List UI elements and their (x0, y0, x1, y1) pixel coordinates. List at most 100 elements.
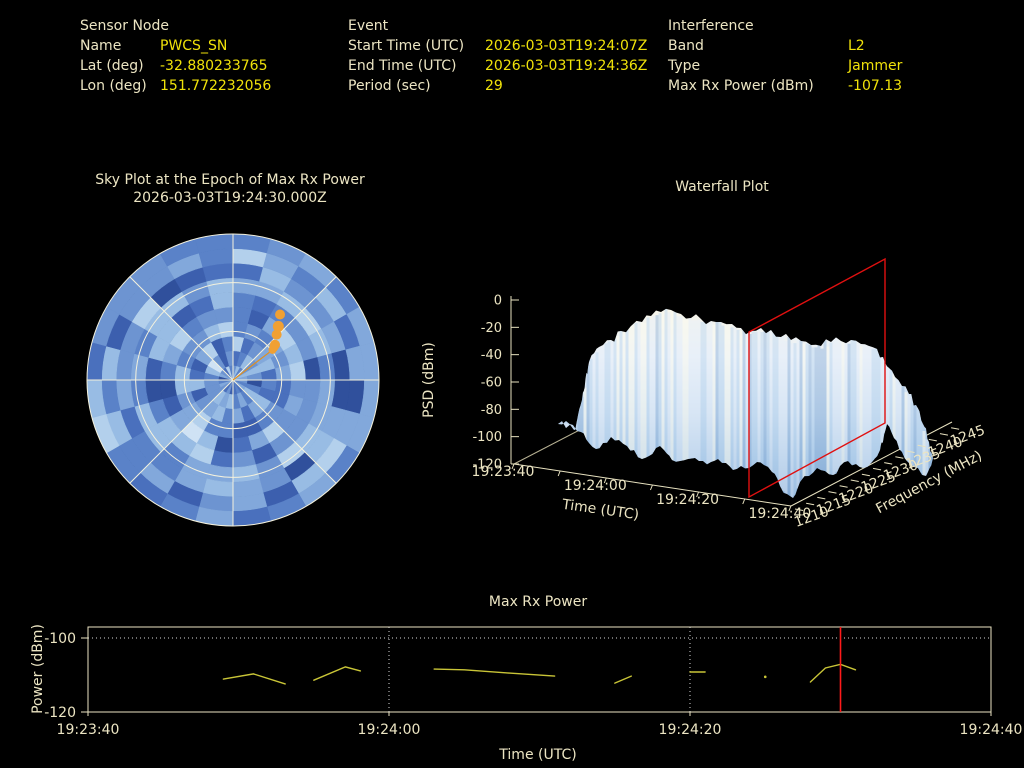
frequency-tick (817, 496, 826, 500)
psd-tick-label: -120 (472, 457, 502, 472)
psd-tick-label: -100 (472, 430, 502, 445)
lat-label: Lat (deg) (80, 58, 144, 74)
waterfall-surface (558, 308, 933, 498)
field-row: Name PWCS_SN (80, 36, 271, 56)
type-label: Type (668, 58, 701, 74)
time-tick-label: 19:24:40 (748, 506, 811, 522)
time-axis-label: Time (UTC) (498, 747, 576, 763)
start-time-value: 2026-03-03T19:24:07Z (485, 38, 648, 54)
power-chart-frame (87, 626, 992, 713)
track-dot (272, 320, 284, 332)
frequency-tick (861, 473, 870, 477)
x-tick-label: 19:24:20 (659, 722, 722, 738)
name-label: Name (80, 38, 122, 54)
end-time-value: 2026-03-03T19:24:36Z (485, 58, 648, 74)
time-tick-label: 19:24:00 (564, 478, 627, 494)
max-rx-power-label: Max Rx Power (dBm) (668, 78, 814, 94)
sensor-node-section: Sensor Node Name PWCS_SN Lat (deg) -32.8… (80, 16, 271, 96)
time-axis-line (513, 463, 792, 507)
interference-section: Interference Band L2 Type Jammer Max Rx … (668, 16, 902, 96)
y-tick-label: -100 (44, 631, 76, 647)
power-axis-label: Power (dBm) (30, 624, 46, 714)
frequency-tick (906, 450, 915, 453)
sensor-node-section-title: Sensor Node (80, 18, 169, 34)
frequency-tick-label: 1245 (948, 422, 987, 449)
waterfall-time-ticks: 19:23:40 19:24:00 19:24:20 19:24:40 (472, 463, 811, 522)
end-time-label: End Time (UTC) (348, 58, 457, 74)
field-row: Lat (deg) -32.880233765 (80, 56, 271, 76)
interference-track (232, 309, 286, 381)
frequency-minor-tick (872, 467, 882, 471)
heatmap-cell (303, 379, 321, 403)
x-tick-label: 19:23:40 (57, 722, 120, 738)
field-row: Max Rx Power (dBm) -107.13 (668, 76, 902, 96)
track-dot (271, 329, 282, 340)
field-row: Lon (deg) 151.772232056 (80, 76, 271, 96)
frequency-tick (884, 462, 893, 465)
time-tick-label: 19:24:20 (656, 492, 719, 508)
psd-tick-label: -60 (481, 375, 502, 390)
field-row: End Time (UTC) 2026-03-03T19:24:36Z (348, 56, 647, 76)
heatmap-cell (232, 292, 256, 310)
period-label: Period (sec) (348, 78, 431, 94)
skyplot-subtitle: 2026-03-03T19:24:30.000Z (133, 190, 327, 206)
waterfall-time-axis-label: Time (UTC) (560, 497, 640, 524)
y-tick-label: -120 (44, 705, 76, 721)
time-tick (696, 491, 700, 498)
psd-tick-label: -20 (481, 321, 502, 336)
lon-value: 151.772232056 (160, 78, 272, 94)
frequency-minor-tick (939, 433, 949, 436)
x-tick-label: 19:24:00 (358, 722, 421, 738)
heatmap-cell (303, 357, 321, 381)
time-minor-tick (557, 470, 561, 477)
band-value: L2 (848, 38, 865, 54)
trace-segment (614, 675, 632, 684)
max-rx-power-trace (222, 663, 857, 685)
track-dot (270, 339, 281, 350)
frequency-minor-tick (895, 456, 904, 459)
power-chart-title: Max Rx Power (489, 594, 587, 610)
field-row: Period (sec) 29 (348, 76, 647, 96)
psd-tick-label: 0 (494, 294, 502, 309)
heatmap-cell (210, 292, 234, 310)
heatmap-cell (145, 379, 163, 403)
track-dot (275, 309, 286, 320)
max-power-slice-plane (748, 257, 886, 499)
band-label: Band (668, 38, 704, 54)
frequency-minor-tick (828, 491, 837, 494)
field-row: Band L2 (668, 36, 902, 56)
waterfall-title: Waterfall Plot (675, 179, 769, 195)
psd-axis-label: PSD (dBm) (421, 342, 437, 418)
field-row: Start Time (UTC) 2026-03-03T19:24:07Z (348, 36, 647, 56)
time-tick (788, 505, 792, 512)
power-chart-ticks: 19:23:40 19:24:00 19:24:20 19:24:40 -100 -120 (44, 631, 1022, 738)
sky-heatmap (87, 234, 379, 526)
psd-tick-label: -80 (481, 403, 502, 418)
max-rx-power-value: -107.13 (848, 78, 903, 94)
time-minor-tick (742, 498, 746, 505)
trace-point (763, 675, 767, 679)
trace-segment (809, 663, 857, 683)
field-row: Type Jammer (668, 56, 902, 76)
x-tick-label: 19:24:40 (960, 722, 1023, 738)
name-value: PWCS_SN (160, 38, 228, 54)
trace-segment (433, 668, 556, 677)
frequency-tick (928, 438, 937, 442)
psd-axis-ticks: 0 -20 -40 -60 -80 -100 -120 (472, 294, 519, 472)
time-tick-label: 19:23:40 (472, 464, 535, 480)
time-minor-tick (649, 484, 653, 491)
heatmap-cell (232, 450, 256, 468)
event-section: Event Start Time (UTC) 2026-03-03T19:24:… (348, 16, 647, 96)
start-time-label: Start Time (UTC) (348, 38, 465, 54)
trace-segment (313, 666, 362, 681)
frequency-tick (794, 508, 804, 511)
bearing-line (232, 349, 273, 381)
period-value: 29 (485, 78, 503, 94)
slice-plane-outline (748, 257, 886, 499)
frequency-tick (951, 427, 960, 430)
psd-tick-label: -40 (481, 348, 502, 363)
heatmap-cell (210, 450, 234, 468)
time-tick (511, 463, 515, 470)
